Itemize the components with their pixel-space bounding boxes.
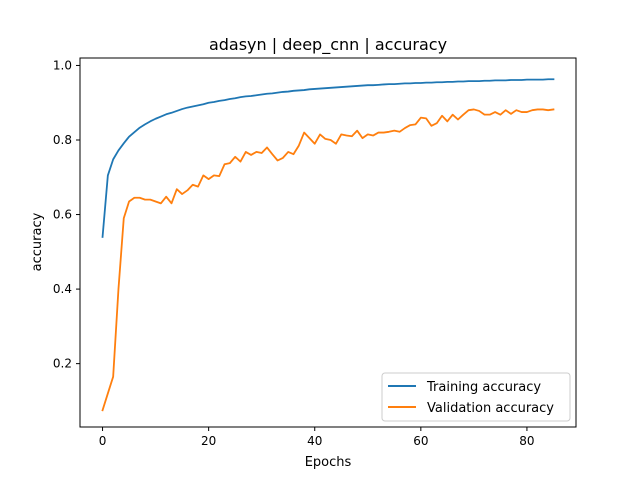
legend-label-validation: Validation accuracy — [427, 401, 554, 416]
y-tick-label: 1.0 — [53, 58, 72, 72]
series-line-validation — [101, 108, 555, 412]
series-layer — [101, 78, 555, 412]
y-tick-label: 0.2 — [53, 357, 72, 371]
chart-title: adasyn | deep_cnn | accuracy — [209, 35, 447, 55]
legend-label-training: Training accuracy — [426, 380, 541, 395]
y-axis-ticks: 0.2 0.4 0.6 0.8 1.0 — [53, 58, 80, 371]
x-axis-label: Epochs — [305, 455, 352, 470]
x-tick-label: 20 — [201, 434, 216, 448]
x-tick-label: 40 — [307, 434, 322, 448]
x-tick-label: 0 — [99, 434, 107, 448]
y-tick-label: 0.6 — [53, 208, 72, 222]
plot-frame — [79, 57, 577, 428]
x-tick-label: 80 — [519, 434, 534, 448]
series-line-training — [101, 78, 555, 238]
y-axis-label: accuracy — [30, 212, 45, 271]
legend: Training accuracy Validation accuracy — [381, 372, 571, 422]
legend-box — [381, 372, 571, 422]
y-tick-label: 0.8 — [53, 133, 72, 147]
x-tick-label: 60 — [413, 434, 428, 448]
x-axis-ticks: 0 20 40 60 80 — [99, 427, 535, 448]
y-tick-label: 0.4 — [53, 282, 72, 296]
